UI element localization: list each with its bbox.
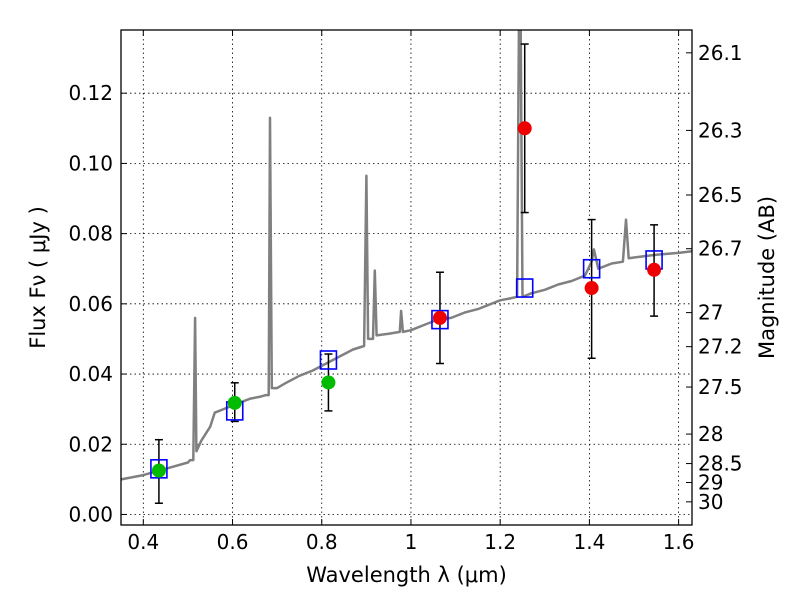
spectrum-line xyxy=(121,30,692,481)
model-photometry-square xyxy=(515,278,534,298)
right-tick-label: 27.2 xyxy=(698,335,743,359)
model-photometry-square xyxy=(150,459,168,479)
x-axis-label: Wavelength λ (μm) xyxy=(306,563,507,587)
right-tick-label: 26.7 xyxy=(698,237,743,261)
error-bars xyxy=(154,43,659,504)
right-tick-label: 27 xyxy=(698,301,723,325)
y-tick-label: 0.08 xyxy=(68,222,113,246)
right-tick-label: 29 xyxy=(698,471,723,495)
y-tick-label: 0.02 xyxy=(68,432,113,456)
model-photometry-square xyxy=(431,309,449,330)
model-spectrum xyxy=(121,30,692,481)
x-tick-label: 0.8 xyxy=(306,530,338,554)
observed-point-red xyxy=(584,281,599,296)
x-tick-label: 1.4 xyxy=(573,530,605,554)
observed-point-green xyxy=(227,395,242,410)
x-tick-label: 0.6 xyxy=(217,530,249,554)
ticks: 0.4 0.6 0.8 1 1.2 1.4 1.6 0.00 0.02 0.04 0.06 0.08 0… xyxy=(68,30,743,554)
observed-photometry-markers xyxy=(151,121,662,478)
right-tick-label: 28 xyxy=(698,422,723,446)
x-tick-label: 1.2 xyxy=(484,530,516,554)
y-tick-label: 0.06 xyxy=(68,292,113,316)
right-tick-label: 26.1 xyxy=(698,41,743,65)
y-axis-label: Flux Fν ( μJy ) xyxy=(26,206,50,349)
y-tick-label: 0.00 xyxy=(68,502,113,526)
model-photometry-square xyxy=(319,350,338,370)
model-photometry-square xyxy=(582,258,601,279)
right-tick-label: 28.5 xyxy=(698,452,743,476)
observed-point-red xyxy=(647,262,662,277)
right-tick-label: 30 xyxy=(698,490,723,514)
right-axis-label: Magnitude (AB) xyxy=(755,196,779,359)
y-tick-label: 0.12 xyxy=(68,81,113,105)
y-tick-label: 0.10 xyxy=(68,151,113,175)
right-tick-label: 26.5 xyxy=(698,183,743,207)
grid xyxy=(121,30,692,525)
observed-point-red xyxy=(432,310,447,325)
observed-point-green xyxy=(151,463,166,478)
x-tick-label: 1 xyxy=(405,530,418,554)
plot-frame xyxy=(120,29,693,526)
x-tick-label: 1.6 xyxy=(663,530,695,554)
x-tick-label: 0.4 xyxy=(127,530,159,554)
y-tick-label: 0.04 xyxy=(68,362,113,386)
observed-point-green xyxy=(321,375,336,390)
observed-point-red xyxy=(517,121,532,136)
right-tick-label: 26.3 xyxy=(698,118,743,142)
right-tick-label: 27.5 xyxy=(698,375,743,399)
